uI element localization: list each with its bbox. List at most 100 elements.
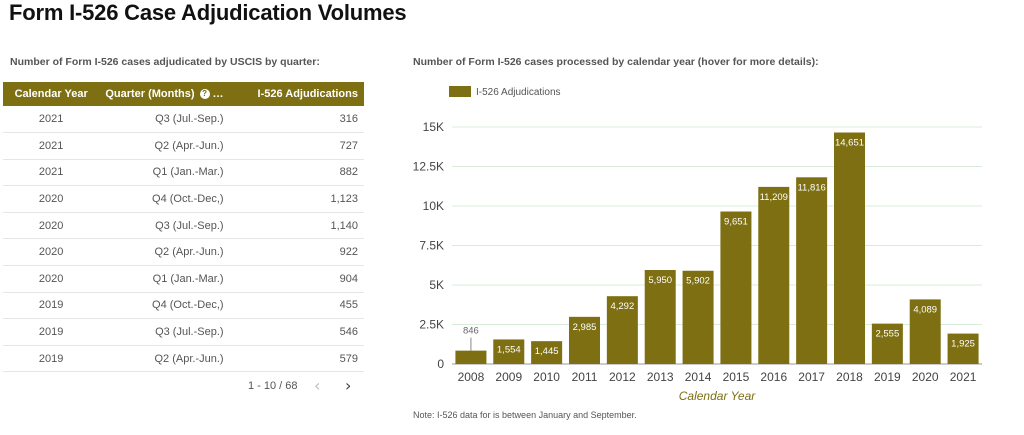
data-label: 11,816 [797,182,825,193]
data-label: 14,651 [835,138,864,149]
cell-adjudications: 882 [339,166,358,179]
x-axis-title: Calendar Year [679,389,757,403]
quarterly-table: Calendar Year Quarter (Months)?… I-526 A… [3,82,364,372]
previous-page-button[interactable]: ‹ [314,376,321,395]
x-tick-label: 2011 [572,370,598,384]
chart-note: Note: I-526 data for is between January … [413,410,637,420]
y-tick-label: 12.5K [413,160,444,174]
cell-calendar-year: 2021 [38,139,64,152]
cell-adjudications: 904 [339,272,358,285]
bar-2017 [796,177,828,364]
data-label: 1,554 [497,344,521,355]
column-header-calendar-year[interactable]: Calendar Year [14,88,88,100]
bar-2011 [569,316,600,364]
cell-calendar-year: 2020 [38,246,64,259]
cell-adjudications: 546 [339,326,358,339]
table-row: 2021 Q1 (Jan.-Mar.) 882 [3,159,364,186]
bar-2020 [909,299,941,364]
bar-2013 [644,269,676,364]
cell-calendar-year: 2020 [38,193,64,206]
cell-calendar-year: 2021 [38,166,64,179]
cell-adjudications: 1,123 [330,193,358,206]
next-page-button[interactable]: › [345,376,352,395]
data-label: 4,089 [913,304,937,315]
x-tick-label: 2020 [912,370,939,384]
bar-2015 [720,211,752,364]
cell-adjudications: 455 [339,299,358,312]
cell-calendar-year: 2021 [38,113,64,126]
sort-indicator: … [212,88,224,100]
x-tick-label: 2021 [950,370,977,384]
x-tick-label: 2014 [685,370,712,384]
cell-quarter: Q4 (Oct.-Dec,) [152,193,224,206]
help-icon[interactable]: ? [199,89,210,100]
cell-quarter: Q3 (Jul.-Sep.) [155,326,224,339]
cell-quarter: Q4 (Oct.-Dec,) [152,299,224,312]
table-row: 2019 Q3 (Jul.-Sep.) 546 [3,319,364,346]
table-row: 2020 Q1 (Jan.-Mar.) 904 [3,266,364,293]
column-header-quarter[interactable]: Quarter (Months)?… [99,82,251,106]
x-tick-label: 2018 [836,370,863,384]
x-tick-label: 2009 [495,370,522,384]
cell-quarter: Q3 (Jul.-Sep.) [155,219,224,232]
legend-swatch [449,86,471,97]
cell-adjudications: 316 [339,113,358,126]
data-label: 5,902 [686,276,710,287]
bar-2010 [531,341,563,364]
bar-2014 [682,270,714,364]
chart-caption: Number of Form I-526 cases processed by … [413,56,819,68]
data-label: 1,445 [535,346,559,357]
y-tick-label: 15K [423,120,444,134]
data-label: 9,651 [724,217,748,228]
table-row: 2020 Q4 (Oct.-Dec,) 1,123 [3,186,364,213]
data-label: 4,292 [610,301,634,312]
cell-calendar-year: 2019 [38,352,64,365]
y-tick-label: 5K [429,278,444,292]
y-tick-label: 0 [437,357,444,371]
data-label: 2,555 [875,329,899,340]
bar-2016 [758,186,790,364]
column-header-adjudications[interactable]: I-526 Adjudications [257,88,358,100]
table-row: 2020 Q2 (Apr.-Jun.) 922 [3,239,364,266]
cell-calendar-year: 2020 [38,219,64,232]
x-tick-label: 2016 [760,370,787,384]
x-tick-label: 2017 [798,370,825,384]
y-tick-label: 10K [423,199,444,213]
column-header-quarter-label: Quarter (Months) [105,88,195,100]
x-tick-label: 2015 [723,370,750,384]
bar-2019 [871,323,903,364]
table-caption: Number of Form I-526 cases adjudicated b… [10,56,320,68]
x-tick-label: 2008 [458,370,485,384]
data-label: 2,985 [573,322,597,333]
table-row: 2021 Q2 (Apr.-Jun.) 727 [3,133,364,160]
cell-adjudications: 922 [339,246,358,259]
table-row: 2019 Q2 (Apr.-Jun.) 579 [3,345,364,372]
page-title: Form I-526 Case Adjudication Volumes [9,0,407,25]
cell-quarter: Q1 (Jan.-Mar.) [152,166,224,179]
x-tick-label: 2019 [874,370,901,384]
cell-adjudications: 727 [339,139,358,152]
table-row: 2019 Q4 (Oct.-Dec,) 455 [3,292,364,319]
pagination-status: 1 - 10 / 68 [248,380,298,392]
cell-adjudications: 579 [339,352,358,365]
x-tick-label: 2012 [609,370,636,384]
table-row: 2021 Q3 (Jul.-Sep.) 316 [3,106,364,133]
table-header-row: Calendar Year Quarter (Months)?… I-526 A… [3,82,364,106]
bar-2021 [947,333,979,364]
legend-label: I-526 Adjudications [476,87,561,98]
x-tick-label: 2010 [533,370,560,384]
cell-quarter: Q3 (Jul.-Sep.) [155,113,224,126]
data-label: 11,209 [760,192,788,203]
cell-calendar-year: 2020 [38,272,64,285]
bar-2018 [834,132,865,364]
data-label: 1,925 [951,339,975,350]
bar-2012 [606,296,638,364]
table-row: 2020 Q3 (Jul.-Sep.) 1,140 [3,212,364,239]
data-label: 5,950 [648,275,672,286]
cell-calendar-year: 2019 [38,326,64,339]
y-tick-label: 2.5K [419,318,444,332]
y-tick-label: 7.5K [419,239,444,253]
cell-quarter: Q2 (Apr.-Jun.) [154,139,224,152]
bar-2008 [455,350,487,364]
